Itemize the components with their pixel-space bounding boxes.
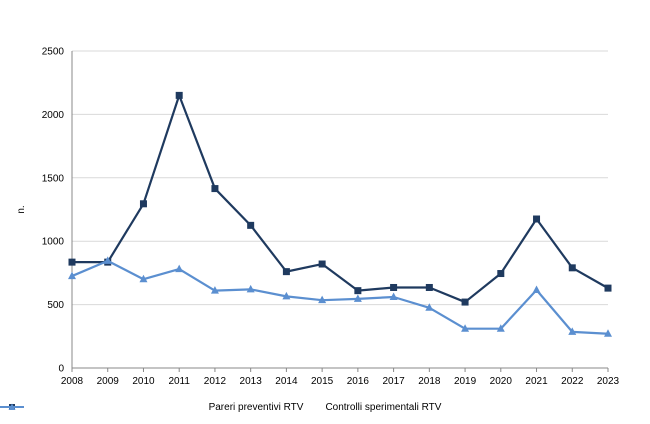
x-tick-label: 2014 (275, 376, 298, 387)
data-point-series-1 (318, 260, 326, 268)
x-tick-label: 2016 (347, 376, 370, 387)
series-line-1 (72, 94, 609, 304)
data-point-series-2 (175, 264, 184, 273)
series-line-2 (71, 259, 609, 335)
data-point-series-1 (68, 258, 76, 266)
data-point-series-2 (103, 256, 112, 264)
x-tick-label: 2022 (561, 376, 584, 387)
data-point-series-2 (318, 295, 327, 304)
data-point-series-1 (604, 284, 612, 292)
x-tick-label: 2008 (61, 376, 84, 387)
data-point-series-1 (390, 283, 398, 291)
x-tick-label: 2020 (490, 376, 513, 387)
x-tick-label: 2013 (240, 376, 263, 387)
data-point-series-1 (139, 200, 147, 208)
y-axis-label: n. (16, 205, 27, 213)
x-tick-label: 2009 (97, 376, 120, 387)
x-tick-label: 2010 (132, 376, 155, 387)
data-point-series-1 (282, 268, 290, 276)
data-point-series-1 (497, 270, 505, 278)
x-tick-label: 2019 (454, 376, 477, 387)
x-tick-label: 2021 (525, 376, 548, 387)
x-tick-label: 2011 (168, 376, 190, 387)
data-point-series-1 (211, 185, 219, 193)
data-point-series-2 (604, 329, 612, 337)
y-tick-label: 1000 (42, 237, 65, 248)
data-point-series-1 (354, 287, 362, 295)
data-point-series-2 (425, 303, 434, 311)
data-point-series-2 (210, 286, 219, 294)
data-point-series-1 (533, 215, 541, 223)
data-point-series-2 (68, 271, 76, 280)
x-tick-label: 2012 (204, 376, 227, 387)
y-tick-label: 2500 (42, 47, 65, 58)
x-tick-label: 2017 (382, 376, 405, 387)
data-point-series-2 (389, 292, 398, 300)
legend: Pareri preventivi RTV Controlli sperimen… (0, 402, 650, 413)
data-point-series-2 (353, 294, 362, 302)
legend-item-series-2: Controlli sperimentali RTV (0, 402, 442, 413)
legend-item-series-1: Pareri preventivi RTV (0, 402, 304, 413)
data-point-series-2 (139, 274, 148, 283)
data-point-series-2 (246, 284, 255, 293)
data-point-series-1 (568, 264, 576, 272)
data-point-series-2 (568, 327, 577, 335)
data-point-series-1 (461, 298, 469, 306)
x-tick-label: 2015 (311, 376, 334, 387)
data-point-series-2 (461, 324, 470, 332)
y-tick-label: 2000 (42, 110, 65, 121)
x-tick-label: 2023 (597, 376, 620, 387)
legend-label-series-2: Controlli sperimentali RTV (325, 402, 442, 413)
data-point-series-2 (496, 324, 505, 332)
y-tick-label: 0 (58, 364, 64, 375)
data-point-series-2 (532, 285, 541, 294)
data-point-series-1 (175, 91, 183, 99)
y-tick-label: 500 (47, 300, 64, 311)
data-point-series-1 (425, 283, 433, 291)
x-tick-label: 2018 (418, 376, 441, 387)
legend-swatch-series-2 (0, 403, 24, 410)
data-point-series-1 (247, 221, 255, 229)
data-point-series-2 (282, 291, 291, 300)
y-tick-label: 1500 (42, 173, 65, 184)
legend-label-series-1: Pareri preventivi RTV (208, 402, 304, 413)
